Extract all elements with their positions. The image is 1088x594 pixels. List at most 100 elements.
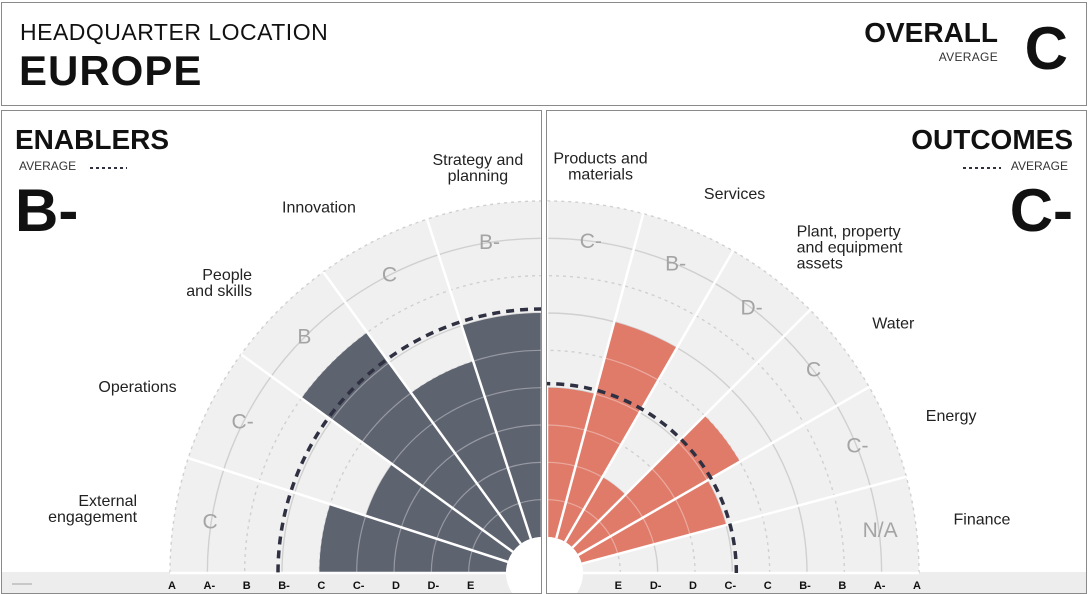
outcomes-sector-divider xyxy=(571,309,811,549)
outcomes-bar xyxy=(556,321,677,542)
enablers-bar-ring xyxy=(356,515,367,574)
enablers-bar-ring xyxy=(391,422,434,465)
outcomes-category-label: Plant, property and equipment assets xyxy=(797,224,903,273)
outcomes-axis-tick: A- xyxy=(874,580,886,592)
outcomes-average-label: AVERAGE xyxy=(1011,159,1068,173)
enablers-axis-tick: C xyxy=(317,580,325,592)
enablers-bar-ring xyxy=(331,362,390,421)
enablers-category-label-line: Strategy and xyxy=(432,152,523,169)
enablers-bar-ring xyxy=(393,527,402,574)
enablers-category-label: Operations xyxy=(98,379,176,396)
outcomes-category-label-line: Finance xyxy=(953,511,1010,528)
outcomes-bar-ring xyxy=(594,393,640,414)
enablers-bar xyxy=(365,464,513,562)
outcomes-sector-divider xyxy=(581,475,907,565)
outcomes-category-label: Water xyxy=(872,315,915,332)
enablers-axis-tick: A xyxy=(168,580,176,592)
outcomes-axis-tick: D xyxy=(689,580,697,592)
outcomes-sector-grade: C- xyxy=(580,230,602,253)
outcomes-category-label-line: Energy xyxy=(926,408,977,425)
enablers-average-label: AVERAGE xyxy=(19,159,76,173)
outcomes-category-label-line: assets xyxy=(797,256,843,273)
enablers-axis-bar xyxy=(2,572,541,593)
enablers-category-label-line: and skills xyxy=(186,283,252,300)
enablers-category-label-line: planning xyxy=(448,168,509,185)
outcomes-sector-grade: D- xyxy=(740,296,762,319)
enablers-inner-hole xyxy=(506,537,541,593)
enablers-bar-ring xyxy=(473,349,541,362)
enablers-sector-grade: B- xyxy=(479,231,500,254)
enablers-grid-ring xyxy=(206,237,541,574)
outcomes-average-arc xyxy=(547,381,739,574)
enablers-bar xyxy=(319,504,508,573)
outcomes-average-grade: C- xyxy=(1010,177,1073,244)
outcomes-bar xyxy=(578,480,727,564)
outcomes-axis-tick: E xyxy=(615,580,622,592)
enablers-category-label-line: People xyxy=(202,267,252,284)
outcomes-axis-tick: B- xyxy=(799,580,811,592)
enablers-bar xyxy=(461,313,541,539)
outcomes-category-label-line: materials xyxy=(568,167,633,184)
enablers-grid-ring xyxy=(169,200,541,574)
enablers-sector-grade: C xyxy=(203,510,218,533)
enablers-category-label: Innovation xyxy=(282,200,356,217)
outcomes-axis-tick: D- xyxy=(650,580,662,592)
enablers-title: ENABLERS xyxy=(15,124,169,155)
enablers-average-arc xyxy=(276,307,541,574)
outcomes-bar-ring xyxy=(677,441,709,481)
enablers-bar-ring xyxy=(361,392,412,443)
outcomes-sector-bg xyxy=(581,476,919,573)
enablers-axis-tick: A- xyxy=(204,580,216,592)
outcomes-bar xyxy=(572,415,740,555)
outcomes-sector-bg xyxy=(565,250,811,548)
enablers-axis-tick: C- xyxy=(353,580,365,592)
outcomes-category-label-line: Services xyxy=(704,186,765,203)
enablers-bar-ring xyxy=(454,431,497,454)
outcomes-sector-grade: B- xyxy=(665,253,686,276)
enablers-chart: B- C B C- C Strategy and planning Innovation Peo… xyxy=(12,124,541,593)
outcomes-category-label: Energy xyxy=(926,408,977,425)
enablers-category-label-line: Innovation xyxy=(282,200,356,217)
outcomes-category-label-line: Products and xyxy=(553,151,647,168)
enablers-sector-grade: C xyxy=(382,264,397,287)
enablers-category-label-line: Operations xyxy=(98,379,176,396)
overall-average-label: AVERAGE xyxy=(938,50,998,64)
enablers-bar-ring xyxy=(496,424,541,433)
outcomes-category-label-line: Water xyxy=(872,315,915,332)
enablers-bar-ring xyxy=(432,396,485,424)
enablers-category-label-line: engagement xyxy=(48,509,138,526)
enablers-sector-grade: B xyxy=(297,325,311,348)
enablers-sector-divider xyxy=(240,353,514,553)
outcomes-grid-ring xyxy=(547,349,771,574)
enablers-bar xyxy=(411,361,531,544)
overall-label: OVERALL xyxy=(864,17,998,48)
enablers-sector-divider xyxy=(425,218,533,540)
enablers-axis-tick: D xyxy=(392,580,400,592)
outcomes-axis-tick: C- xyxy=(725,580,737,592)
enablers-bar xyxy=(301,332,521,552)
enablers-axis-tick: E xyxy=(467,580,474,592)
outcomes-sector-divider xyxy=(555,213,645,539)
enablers-axis-tick: B- xyxy=(278,580,290,592)
enablers-axis-tick: B xyxy=(243,580,251,592)
enablers-bar-ring xyxy=(421,452,456,487)
enablers-category-label: Strategy and planning xyxy=(432,152,523,185)
enablers-panel: B- C B C- C Strategy and planning Innovation Peo… xyxy=(1,110,542,594)
outcomes-bar xyxy=(547,387,595,539)
outcomes-axis-tick: B xyxy=(838,580,846,592)
enablers-sector-divider xyxy=(187,456,509,564)
outcomes-axis-bar xyxy=(547,572,1086,593)
outcomes-axis-tick: A xyxy=(913,580,921,592)
outcomes-panel: C- B- D- C C- N/A Products and materials Service… xyxy=(546,110,1087,594)
outcomes-sector-grade: C xyxy=(806,358,821,381)
outcomes-bar-ring xyxy=(604,357,659,381)
header-panel: HEADQUARTER LOCATION EUROPE OVERALL AVER… xyxy=(1,2,1087,106)
enablers-category-label-line: External xyxy=(78,493,137,510)
outcomes-category-label: Products and materials xyxy=(553,151,647,184)
enablers-bar-ring xyxy=(400,485,423,528)
hq-value: EUROPE xyxy=(19,47,203,94)
enablers-bar-ring xyxy=(484,387,541,398)
outcomes-inner-hole xyxy=(547,537,583,593)
outcomes-axis-tick: C xyxy=(764,580,772,592)
enablers-sector-grade: C- xyxy=(232,410,254,433)
